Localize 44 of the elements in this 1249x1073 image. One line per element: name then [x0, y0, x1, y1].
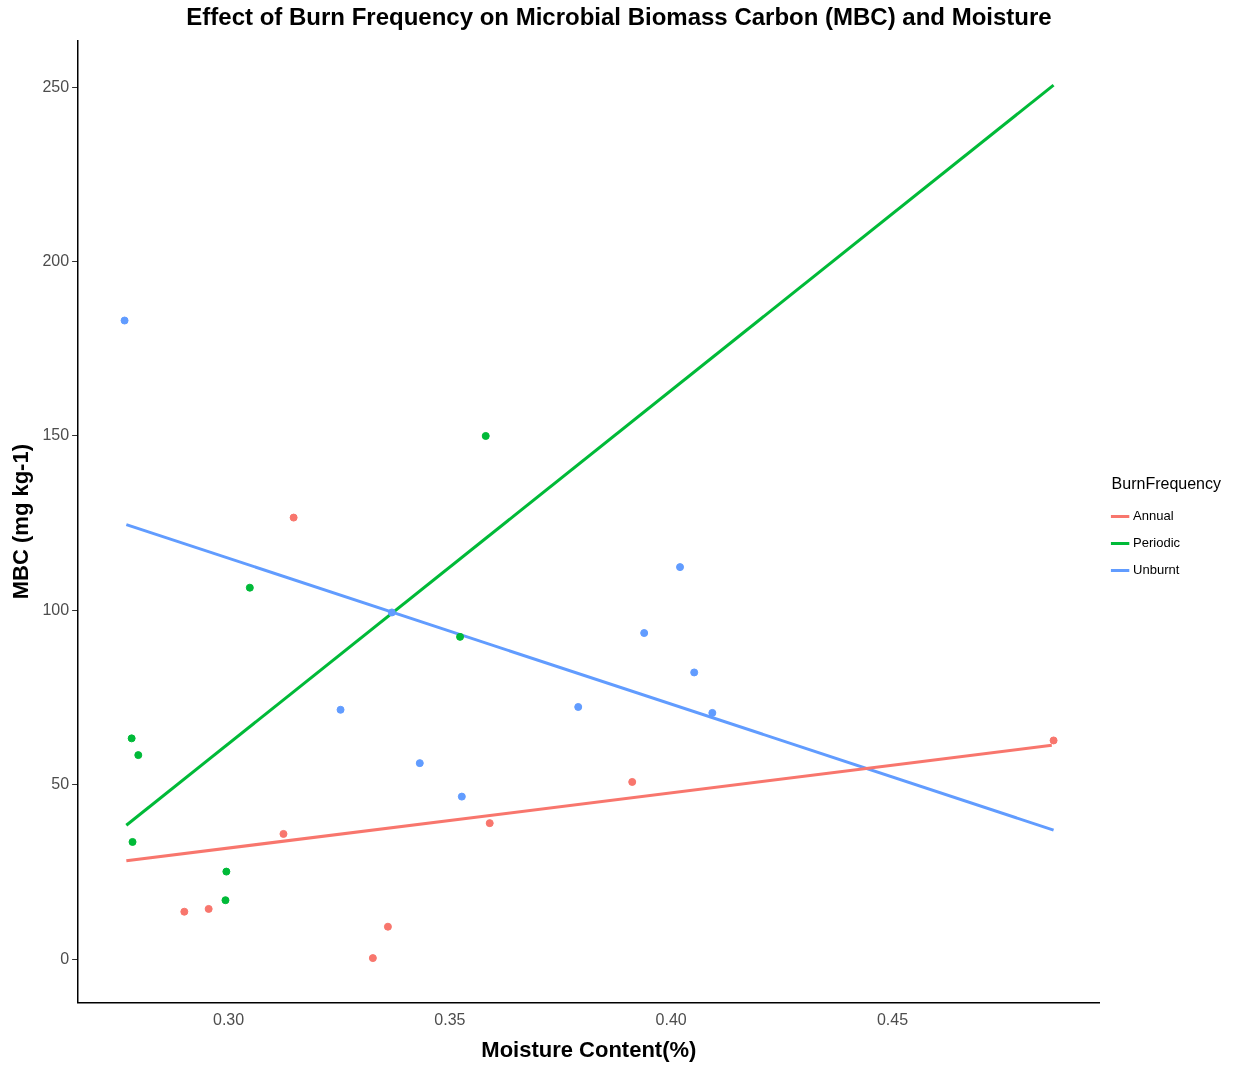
- x-axis-title: Moisture Content(%): [481, 1036, 697, 1062]
- point: [245, 583, 254, 592]
- x-tick-label: 0.35: [434, 1011, 466, 1029]
- y-tick-label: 150: [42, 426, 70, 444]
- point: [204, 904, 213, 913]
- point: [457, 792, 466, 801]
- point: [221, 896, 230, 905]
- point: [1049, 736, 1058, 745]
- y-axis-title: MBC (mg kg-1): [8, 443, 34, 600]
- point: [383, 922, 392, 931]
- y-tick-label: 100: [42, 600, 70, 618]
- y-tick-label: 50: [51, 775, 70, 793]
- point: [481, 431, 490, 440]
- point: [456, 632, 465, 641]
- point: [120, 316, 129, 325]
- y-tick-label: 0: [60, 949, 70, 967]
- point: [127, 734, 136, 743]
- point: [336, 705, 345, 714]
- point: [708, 708, 717, 717]
- point: [222, 867, 231, 876]
- y-tick-label: 200: [42, 251, 70, 269]
- x-tick-label: 0.40: [655, 1011, 687, 1029]
- point: [415, 759, 424, 768]
- point: [128, 837, 137, 846]
- legend-label: Periodic: [1133, 535, 1181, 551]
- point: [387, 608, 396, 617]
- point: [640, 629, 649, 638]
- legend-label: Unburnt: [1133, 562, 1180, 578]
- point: [180, 907, 189, 916]
- y-tick-label: 250: [42, 77, 70, 95]
- legend-title: BurnFrequency: [1111, 475, 1221, 493]
- point: [690, 668, 699, 677]
- point: [368, 954, 377, 963]
- point: [628, 777, 637, 786]
- point: [574, 702, 583, 711]
- x-tick-label: 0.45: [876, 1011, 909, 1029]
- point: [676, 563, 685, 572]
- point: [289, 513, 298, 522]
- point: [279, 829, 288, 838]
- point: [485, 819, 494, 828]
- legend-label: Annual: [1133, 508, 1174, 524]
- point: [134, 751, 143, 760]
- chart-title: Effect of Burn Frequency on Microbial Biomass Carbon (MBC) and Moisture: [186, 3, 1052, 31]
- x-tick-label: 0.30: [213, 1011, 245, 1029]
